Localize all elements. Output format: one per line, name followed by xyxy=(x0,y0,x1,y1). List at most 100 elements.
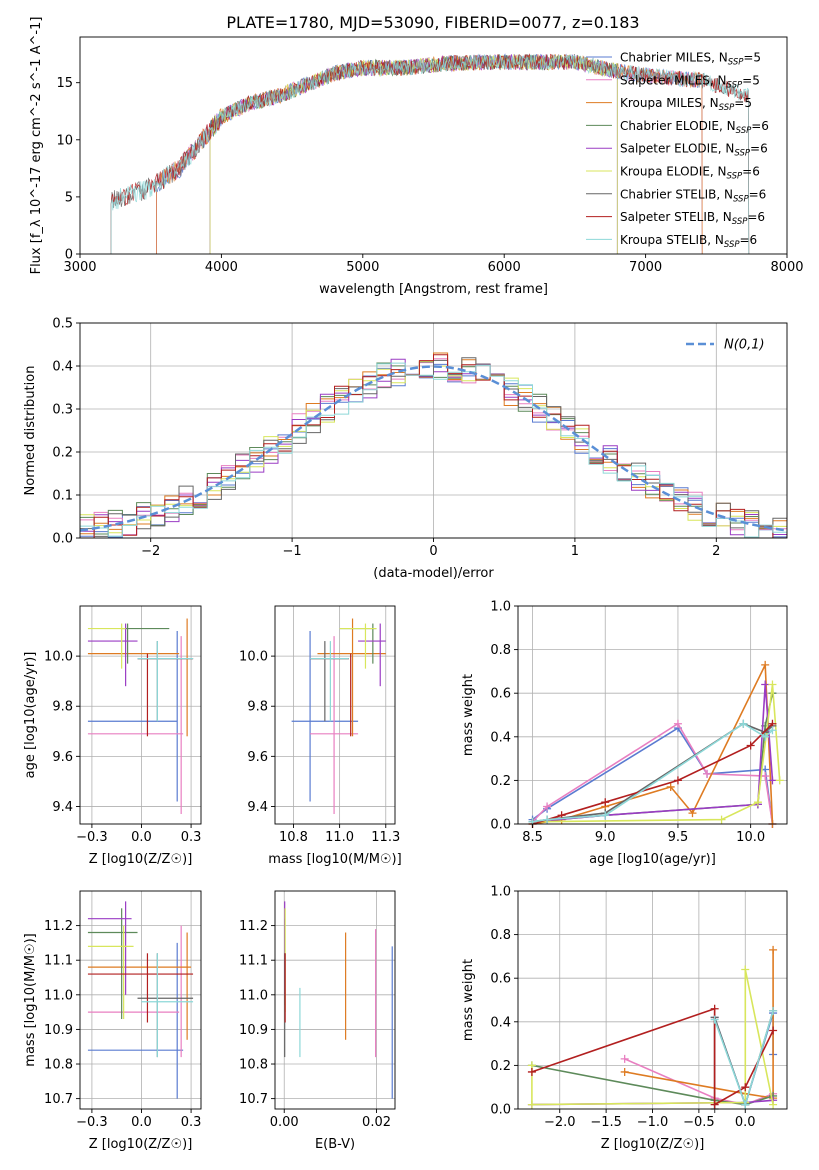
x-tick-label: 8000 xyxy=(770,260,803,275)
axes-layer: 3000 4000 5000 6000 7000 8000051015wavelength… xyxy=(23,17,804,1152)
spectrum-line-kroupa-stelib xyxy=(110,53,750,254)
weight-marker xyxy=(769,1100,778,1109)
weight-marker xyxy=(761,772,770,781)
weight-marker xyxy=(741,1083,750,1092)
age_vs_mass-marks xyxy=(291,618,386,814)
y-tick-label: 5 xyxy=(65,190,73,205)
y-tick-label: 1.0 xyxy=(490,600,511,615)
axes-frame xyxy=(274,605,396,825)
x-tick-label: 9.5 xyxy=(668,830,689,845)
y-tick-label: 10.8 xyxy=(239,1058,268,1073)
weight-marker xyxy=(688,809,697,818)
weight-line-salpeter-stelib xyxy=(532,723,774,825)
axes-frame xyxy=(79,605,202,825)
age_vs_Z-marks xyxy=(87,618,194,814)
y-tick-label: 0.2 xyxy=(52,446,73,461)
x-tick-label: −0.3 xyxy=(76,1115,108,1130)
y-tick-label: 10.8 xyxy=(44,1058,73,1073)
weight-marker xyxy=(761,732,770,741)
weight-marker xyxy=(768,680,777,689)
weight-marker xyxy=(710,1015,719,1024)
y-tick-label: 11.2 xyxy=(239,919,268,934)
legend-layer: Chabrier MILES, NSSP=5 Salpeter MILES, NS… xyxy=(586,51,769,353)
weight-line-salpeter-miles xyxy=(624,1058,774,1106)
legend-label: Kroupa ELODIE, NSSP=6 xyxy=(620,165,760,182)
weight-marker xyxy=(666,782,675,791)
histogram-salpeter-stelib xyxy=(80,354,787,538)
mass_vs_ebv-marks xyxy=(284,901,393,1099)
x-tick-label: 3000 xyxy=(63,260,96,275)
x-tick-label: 11.0 xyxy=(325,830,354,845)
weight-marker xyxy=(761,680,770,689)
x-tick-label: 4000 xyxy=(205,260,238,275)
weight-marker xyxy=(769,945,778,954)
x-tick-label: 6000 xyxy=(488,260,521,275)
weight-marker xyxy=(741,965,750,974)
y-axis-label: mass [log10(M/M☉)] xyxy=(23,933,38,1066)
x-axis-label: wavelength [Angstrom, rest frame] xyxy=(319,282,548,297)
x-tick-label: 0.0 xyxy=(131,830,152,845)
x-tick-label: 9.0 xyxy=(595,830,616,845)
y-axis-label: mass weight xyxy=(461,674,476,756)
y-tick-label: 10.7 xyxy=(44,1092,73,1107)
x-axis-label: mass [log10(M/M☉)] xyxy=(268,852,401,867)
weight-line-kroupa-miles xyxy=(624,949,774,1100)
grid-layer xyxy=(80,322,787,1110)
y-tick-label: 1.0 xyxy=(490,885,511,900)
weight-marker xyxy=(601,811,610,820)
legend-label: Kroupa MILES, NSSP=5 xyxy=(620,96,752,113)
spectrum-line-salpeter-elodie xyxy=(209,53,618,254)
x-tick-label: 0.0 xyxy=(735,1115,756,1130)
y-tick-label: 10.9 xyxy=(44,1023,73,1038)
weight-line-kroupa-elodie xyxy=(532,684,781,823)
x-tick-label: 0.00 xyxy=(270,1115,299,1130)
legend-label: Kroupa STELIB, NSSP=6 xyxy=(620,233,757,250)
axes-frame xyxy=(79,890,202,1110)
spectrum-line-chabrier-elodie xyxy=(209,53,618,254)
y-tick-label: 0.1 xyxy=(52,489,73,504)
weight-marker xyxy=(769,1026,778,1035)
y-tick-label: 0.8 xyxy=(490,643,511,658)
y-axis-label: age [log10(age/yr)] xyxy=(23,652,38,779)
legend-label: Salpeter STELIB, NSSP=6 xyxy=(620,210,765,227)
y-tick-label: 0.0 xyxy=(52,532,73,547)
legend-label-gaussian: N(0,1) xyxy=(724,338,765,353)
weight-marker xyxy=(741,1100,750,1109)
weight-marker xyxy=(673,776,682,785)
x-tick-label: 0 xyxy=(429,544,437,559)
weight-line-salpeter-miles xyxy=(531,722,774,825)
y-tick-label: 0.4 xyxy=(490,730,511,745)
histograms xyxy=(80,352,787,538)
weight-line-chabrier-stelib xyxy=(532,722,774,823)
y-tick-label: 0.0 xyxy=(490,1103,511,1118)
x-tick-label: 5000 xyxy=(346,260,379,275)
y-tick-label: 9.8 xyxy=(247,700,268,715)
weight-marker xyxy=(710,1004,719,1013)
x-tick-label: 0.3 xyxy=(181,830,202,845)
weight-marker xyxy=(717,815,726,824)
weight-marker xyxy=(769,1006,778,1015)
x-tick-label: 1 xyxy=(571,544,579,559)
x-tick-label: 0.0 xyxy=(131,1115,152,1130)
x-axis-label: Z [log10(Z/Z☉)] xyxy=(89,852,193,867)
y-axis-label: Flux [f_λ 10^-17 erg cm^-2 s^-1 A^-1] xyxy=(29,17,44,275)
weight-marker xyxy=(620,1067,629,1076)
y-tick-label: 11.2 xyxy=(44,919,73,934)
weight-line-chabrier-elodie xyxy=(532,693,774,823)
y-tick-label: 9.6 xyxy=(52,750,73,765)
weight-marker xyxy=(739,719,748,728)
weight-marker xyxy=(768,726,777,735)
x-tick-label: −0.3 xyxy=(76,830,108,845)
x-tick-label: −1.0 xyxy=(637,1115,669,1130)
weight-marker xyxy=(761,660,770,669)
y-tick-label: 0.4 xyxy=(490,1015,511,1030)
weight-marker xyxy=(673,719,682,728)
gaussian-curve xyxy=(80,365,787,532)
y-tick-label: 9.4 xyxy=(247,800,268,815)
y-tick-label: 10.0 xyxy=(239,650,268,665)
y-tick-label: 11.1 xyxy=(44,954,73,969)
x-tick-label: −1.5 xyxy=(590,1115,622,1130)
spectrum-lines xyxy=(110,53,750,254)
weight-marker xyxy=(753,798,762,807)
y-tick-label: 15 xyxy=(56,76,73,91)
